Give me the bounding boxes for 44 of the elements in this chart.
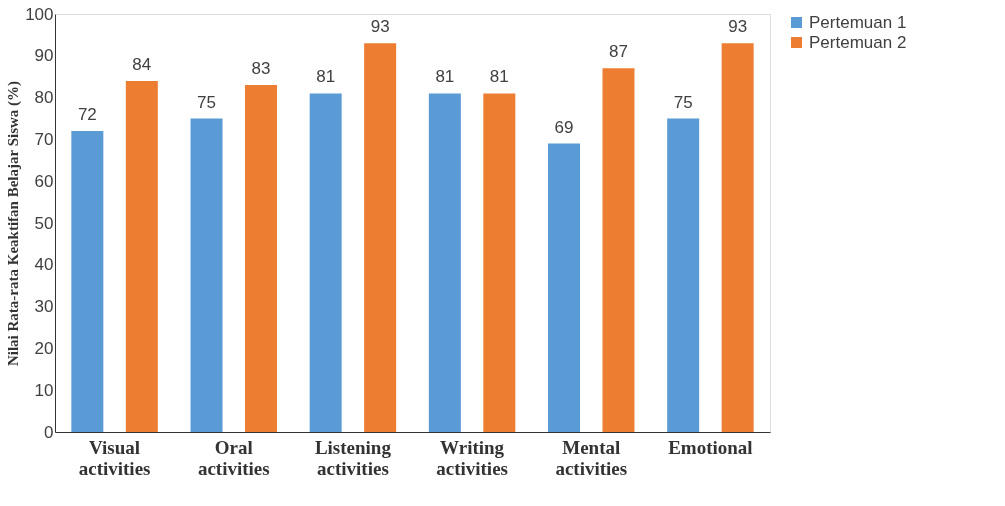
y-tick-label: 60 — [34, 171, 54, 191]
data-label: 87 — [609, 42, 628, 62]
y-axis-title: Nilai Rata-rata Keaktifan Belajar Siswa (%) — [5, 80, 23, 367]
y-tick-label: 70 — [34, 129, 54, 149]
y-tick-label: 40 — [34, 255, 54, 275]
x-tick-label: Listening activities — [314, 436, 392, 479]
data-label: 75 — [197, 92, 216, 112]
data-label: 75 — [673, 92, 693, 112]
bar — [309, 93, 342, 432]
bar — [428, 93, 461, 432]
x-tick-label: Visual activities — [78, 436, 151, 479]
bar — [548, 143, 581, 432]
y-tick-label: 100 — [25, 4, 54, 24]
x-tick-label: Emotional — [668, 436, 753, 458]
y-tick-label: 90 — [34, 46, 54, 66]
bar — [667, 118, 700, 432]
x-tick-label: Writing activities — [436, 436, 508, 479]
data-label: 93 — [728, 17, 748, 37]
x-tick-label: Mental activities — [555, 436, 628, 479]
bar — [125, 80, 158, 432]
data-label: 93 — [370, 17, 390, 37]
data-label: 69 — [554, 117, 574, 137]
data-label: 84 — [132, 54, 152, 74]
data-label: 83 — [251, 59, 271, 79]
bar — [721, 43, 754, 432]
data-label: 81 — [316, 67, 336, 87]
y-tick-label: 10 — [34, 380, 54, 400]
y-tick-label: 0 — [44, 422, 54, 442]
data-label: 72 — [77, 105, 97, 125]
y-tick-label: 30 — [34, 297, 54, 317]
legend-label: Pertemuan 2 — [809, 32, 907, 52]
bar — [71, 131, 104, 432]
bar — [602, 68, 635, 432]
data-label: 81 — [489, 67, 509, 87]
x-tick-label: Oral activities — [197, 436, 270, 479]
bar — [364, 43, 397, 432]
y-tick-label: 50 — [34, 213, 54, 233]
legend-label: Pertemuan 1 — [809, 12, 907, 32]
bar — [483, 93, 516, 432]
y-tick-label: 80 — [34, 88, 54, 108]
y-tick-label: 20 — [34, 338, 54, 358]
bar — [190, 118, 223, 432]
data-label: 81 — [435, 67, 455, 87]
bar — [244, 85, 277, 432]
